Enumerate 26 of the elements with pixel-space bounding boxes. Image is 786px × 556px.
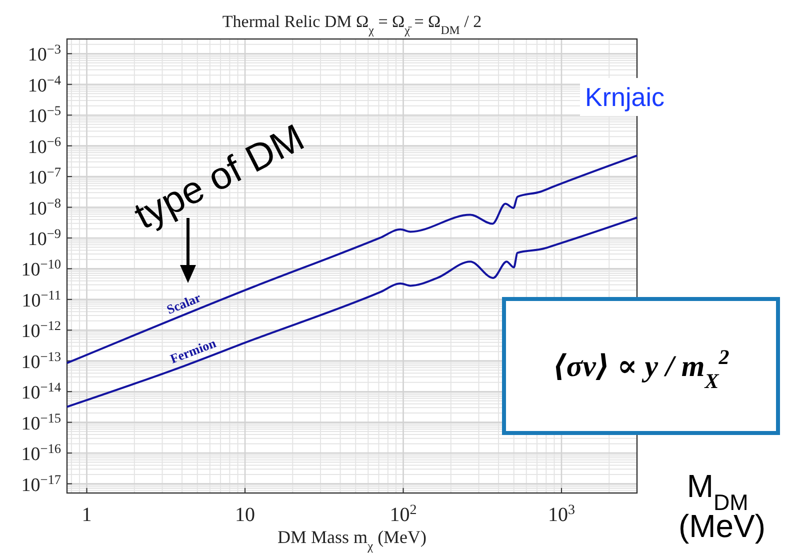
annotation: type of DM	[128, 116, 311, 238]
y-tick-label: 10$^{−4}$	[28, 72, 62, 96]
chart-title: Thermal Relic DM Ω$_{χ}$ = Ω$_{χ̄}$ = Ω$_{DM}$ / 2	[222, 12, 482, 37]
y-tick-label: 10$^{−12}$	[21, 318, 61, 342]
text: M$_{DM}$ (MeV)	[678, 468, 766, 544]
y-tick-label: 10$^{−8}$	[28, 194, 62, 220]
y-tick-label: 10$^{−7}$	[28, 164, 62, 189]
y-tick-label: 10$^{−15}$	[21, 410, 62, 434]
x-tick-label: 10$^{2}$	[390, 502, 417, 526]
y-tick-label: 10$^{−17}$	[21, 471, 62, 496]
x-tick-label: 1	[82, 504, 92, 526]
x-tick-label: 10$^{3}$	[548, 502, 575, 526]
y-tick-label: 10$^{−10}$	[21, 256, 62, 281]
y-tick-label: 10$^{−5}$	[28, 102, 62, 128]
x-tick-label: 10	[235, 504, 256, 526]
y-tick-label: 10$^{−14}$	[21, 379, 62, 404]
x-axis-title: DM Mass m$_{χ}$ (MeV)	[277, 527, 427, 553]
annotation: Krnjaic	[585, 82, 664, 112]
y-tick-label: 10$^{−16}$	[21, 440, 62, 466]
y-tick-label: 10$^{−3}$	[28, 41, 62, 66]
y-tick-label: 10$^{−9}$	[28, 225, 62, 250]
y-tick-label: 10$^{−11}$	[22, 286, 61, 312]
text: Fermion	[168, 335, 219, 366]
text: Scalar	[164, 290, 204, 318]
y-tick-label: 10$^{−13}$	[21, 348, 62, 373]
y-tick-label: 10$^{−6}$	[28, 133, 62, 158]
